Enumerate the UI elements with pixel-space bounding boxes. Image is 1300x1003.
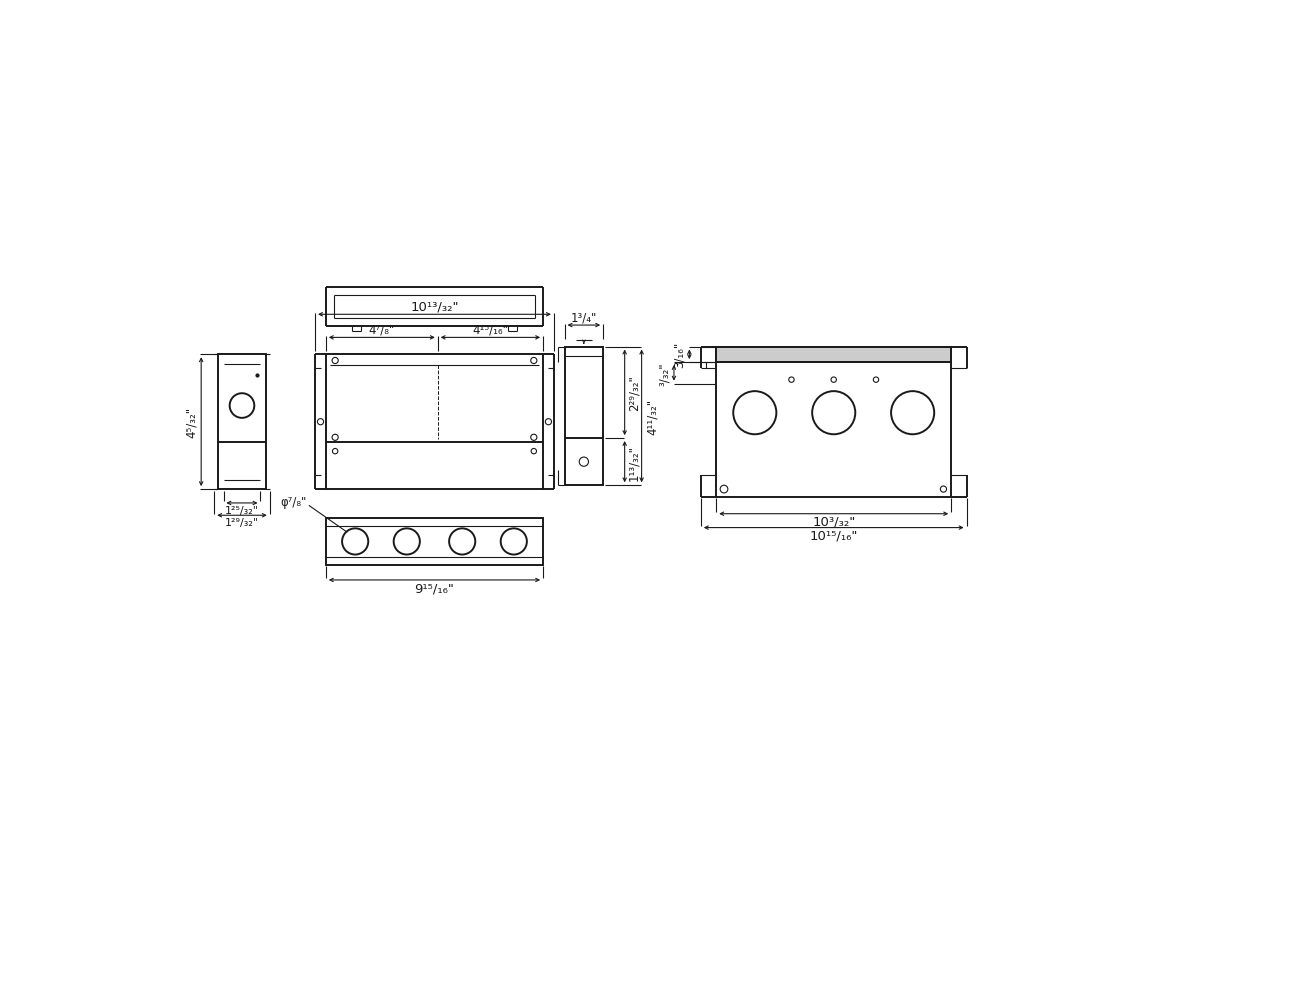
Bar xyxy=(326,355,543,489)
Bar xyxy=(716,347,952,497)
Text: 1³/₄": 1³/₄" xyxy=(571,311,597,324)
Text: 1²⁹/₃₂": 1²⁹/₃₂" xyxy=(225,518,259,528)
Text: 1¹³/₃₂": 1¹³/₃₂" xyxy=(628,444,641,480)
Text: 4¹¹/₃₂": 4¹¹/₃₂" xyxy=(646,398,659,434)
Text: 2²⁹/₃₂": 2²⁹/₃₂" xyxy=(628,375,641,411)
Text: 10¹³/₃₂": 10¹³/₃₂" xyxy=(411,300,459,313)
Text: 4⁵/₃₂": 4⁵/₃₂" xyxy=(185,407,198,438)
Text: 10³/₃₂": 10³/₃₂" xyxy=(812,516,855,529)
Text: 10¹⁵/₁₆": 10¹⁵/₁₆" xyxy=(810,530,858,543)
Bar xyxy=(326,519,543,565)
Bar xyxy=(716,347,952,363)
Text: 4¹⁵/₁₆": 4¹⁵/₁₆" xyxy=(472,323,508,336)
Text: φ⁷/₈": φ⁷/₈" xyxy=(281,495,307,509)
Text: 1²⁵/₃₂": 1²⁵/₃₂" xyxy=(225,506,259,516)
Text: ³/₃₂": ³/₃₂" xyxy=(658,362,671,385)
Text: 3/₁₆": 3/₁₆" xyxy=(673,342,686,368)
Bar xyxy=(564,347,603,485)
Text: 4⁷/₈": 4⁷/₈" xyxy=(369,323,395,336)
Bar xyxy=(218,355,266,489)
Text: 9¹⁵/₁₆": 9¹⁵/₁₆" xyxy=(415,583,455,596)
